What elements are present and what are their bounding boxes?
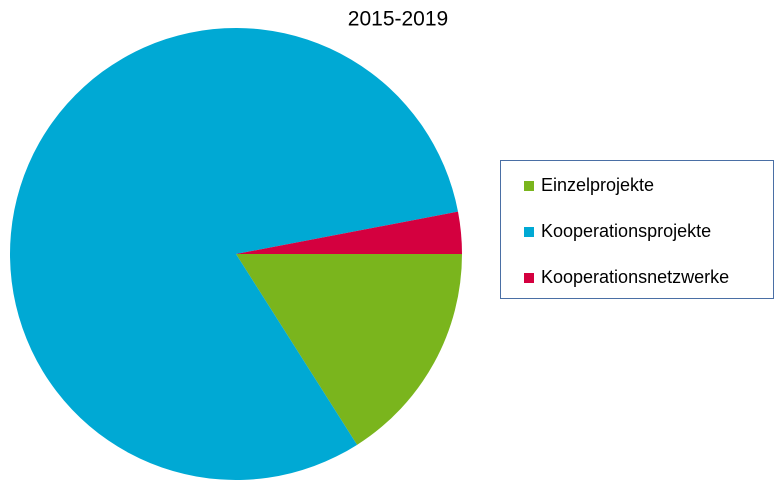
- legend-swatch: [524, 181, 534, 191]
- pie-slice: [236, 211, 462, 254]
- pie-slice: [236, 254, 462, 445]
- legend-label: Kooperationsnetzwerke: [541, 267, 729, 287]
- pie-slice: [10, 27, 458, 480]
- chart-title: 2015-2019: [348, 8, 448, 31]
- legend-label: Kooperationsprojekte: [541, 221, 711, 241]
- legend-box: [500, 160, 774, 299]
- legend-swatch: [524, 227, 534, 237]
- legend-label: Einzelprojekte: [541, 175, 654, 195]
- legend-swatch: [524, 273, 534, 283]
